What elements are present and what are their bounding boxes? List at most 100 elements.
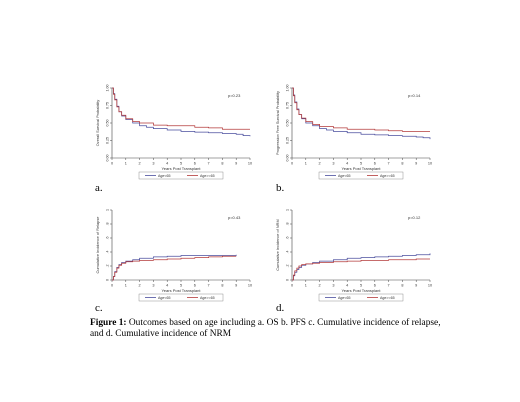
- x-tick-label: 4: [166, 162, 168, 166]
- legend-label: Age<65: [338, 174, 351, 178]
- x-tick-label: 0: [111, 284, 113, 288]
- y-tick-label: 0.50: [286, 120, 290, 127]
- legend-label: Age>=65: [380, 296, 395, 300]
- y-tick-label: .2: [286, 265, 290, 268]
- x-tick-label: 9: [415, 162, 417, 166]
- x-tick-label: 5: [180, 162, 182, 166]
- x-tick-label: 9: [235, 284, 237, 288]
- x-tick-label: 7: [388, 162, 390, 166]
- x-tick-label: 4: [346, 284, 348, 288]
- chart-pfs: 0.00 0.25 0.50 0.75 1.00 0 1 2 3 4 5 6 7 8 9 10 Years Po…: [275, 85, 432, 180]
- y-tick-label: .6: [286, 237, 290, 240]
- y-tick-label: 1.00: [106, 85, 110, 92]
- p-value-annotation: p=0.23: [228, 93, 241, 98]
- p-value-annotation: p=0.14: [408, 93, 421, 98]
- caption-label: Figure 1:: [90, 318, 127, 328]
- figure-caption: Figure 1: Outcomes based on age includin…: [90, 318, 450, 340]
- x-tick-label: 6: [374, 162, 376, 166]
- x-tick-label: 7: [208, 284, 210, 288]
- x-tick-label: 1: [305, 284, 307, 288]
- y-tick-label: 0.75: [106, 102, 110, 109]
- y-tick-label: 0.25: [106, 137, 110, 144]
- y-tick-label: .4: [286, 251, 290, 254]
- legend-label: Age>=65: [380, 174, 395, 178]
- p-value-annotation: p=0.43: [228, 215, 241, 220]
- x-tick-label: 10: [248, 162, 252, 166]
- legend-box: [318, 171, 404, 180]
- legend-box: [138, 171, 224, 180]
- x-tick-label: 9: [235, 162, 237, 166]
- x-tick-label: 3: [152, 284, 154, 288]
- legend-label: Age<65: [158, 296, 171, 300]
- x-tick-label: 3: [152, 162, 154, 166]
- x-tick-label: 5: [360, 162, 362, 166]
- series-line: [292, 258, 430, 281]
- y-tick-label: 0: [106, 279, 110, 281]
- y-axis-title: Cumulative Incidence of NRM: [275, 219, 280, 270]
- x-tick-label: 10: [248, 284, 252, 288]
- series-line: [112, 254, 237, 281]
- series-line: [112, 87, 250, 130]
- x-tick-label: 6: [194, 162, 196, 166]
- y-tick-label: .8: [286, 223, 290, 226]
- x-tick-label: 7: [208, 162, 210, 166]
- x-tick-label: 8: [401, 284, 403, 288]
- x-axis-title: Years Post Transplant: [342, 288, 382, 293]
- y-axis-title: Cumulative Incidence of Relapse: [95, 217, 100, 274]
- y-tick-label: .4: [106, 251, 110, 254]
- x-tick-label: 4: [346, 162, 348, 166]
- series-line: [292, 87, 430, 132]
- p-value-annotation: p=0.12: [408, 215, 421, 220]
- x-tick-label: 7: [388, 284, 390, 288]
- x-tick-label: 5: [360, 284, 362, 288]
- x-tick-label: 3: [332, 162, 334, 166]
- x-tick-label: 0: [111, 162, 113, 166]
- x-tick-label: 2: [319, 284, 321, 288]
- x-tick-label: 2: [319, 162, 321, 166]
- x-tick-label: 2: [139, 162, 141, 166]
- y-axis-title: Overall Survival Probability: [95, 100, 100, 147]
- x-axis-title: Years Post Transplant: [162, 288, 202, 293]
- legend-label: Age>=65: [200, 296, 215, 300]
- y-tick-label: 0.25: [286, 137, 290, 144]
- x-tick-label: 1: [125, 284, 127, 288]
- panel-letter-b: b.: [276, 182, 285, 194]
- x-tick-label: 2: [139, 284, 141, 288]
- x-tick-label: 8: [221, 162, 223, 166]
- x-tick-label: 8: [401, 162, 403, 166]
- y-tick-label: 1: [286, 209, 290, 211]
- caption-text: Outcomes based on age including a. OS b.…: [90, 318, 441, 339]
- x-tick-label: 8: [221, 284, 223, 288]
- x-tick-label: 10: [428, 284, 432, 288]
- x-tick-label: 9: [415, 284, 417, 288]
- x-tick-label: 1: [305, 162, 307, 166]
- x-tick-label: 3: [332, 284, 334, 288]
- y-tick-label: 0.50: [106, 120, 110, 127]
- x-axis-title: Years Post Transplant: [162, 166, 202, 171]
- panel-letter-c: c.: [95, 302, 103, 314]
- legend-label: Age<65: [158, 174, 171, 178]
- legend-box: [138, 293, 224, 302]
- x-tick-label: 4: [166, 284, 168, 288]
- x-tick-label: 6: [194, 284, 196, 288]
- y-tick-label: 0.00: [106, 155, 110, 162]
- series-line: [292, 253, 431, 281]
- y-axis-title: Progression Free Survival Probability: [275, 91, 280, 155]
- panel-letter-d: d.: [276, 302, 285, 314]
- x-tick-label: 1: [125, 162, 127, 166]
- y-tick-label: 1.00: [286, 85, 290, 92]
- y-tick-label: .6: [106, 237, 110, 240]
- x-tick-label: 10: [428, 162, 432, 166]
- panel-letter-a: a.: [95, 182, 103, 194]
- x-tick-label: 0: [291, 284, 293, 288]
- series-line: [112, 255, 237, 281]
- y-tick-label: .8: [106, 223, 110, 226]
- y-tick-label: 0: [286, 279, 290, 281]
- y-tick-label: .2: [106, 265, 110, 268]
- chart-os: 0.00 0.25 0.50 0.75 1.00 0 1 2 3 4 5 6 7 8 9 10 Years Po…: [95, 85, 252, 180]
- x-tick-label: 5: [180, 284, 182, 288]
- y-tick-label: 1: [106, 209, 110, 211]
- y-tick-label: 0.00: [286, 155, 290, 162]
